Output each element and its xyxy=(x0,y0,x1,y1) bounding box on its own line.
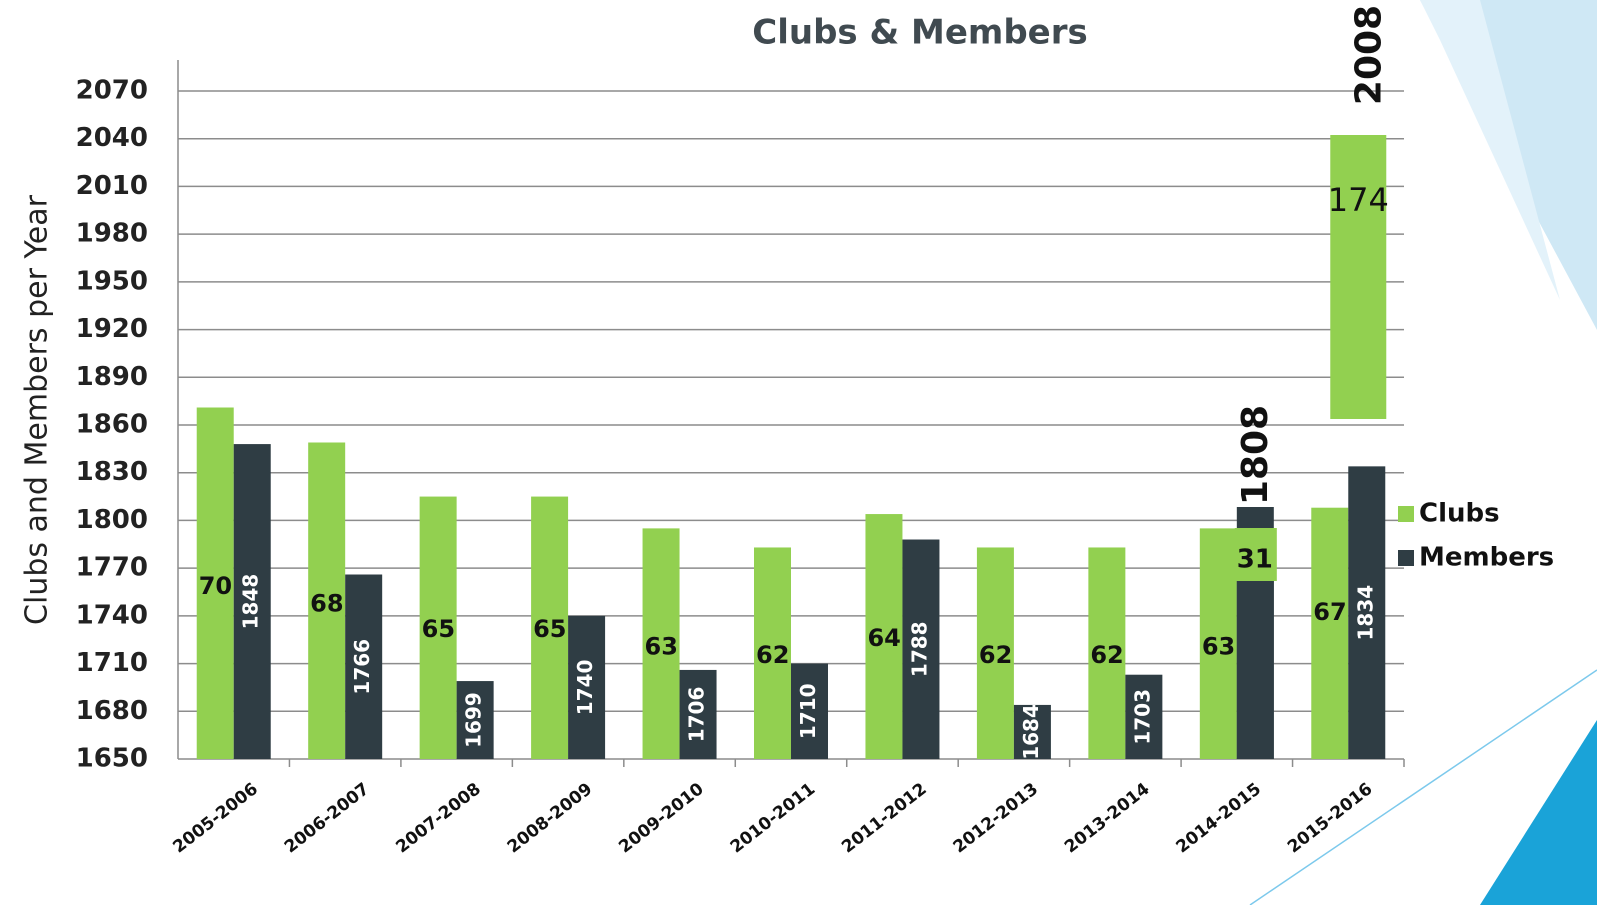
data-label: 1684 xyxy=(1019,704,1043,760)
data-label: 1699 xyxy=(462,692,486,748)
y-tick-label: 1890 xyxy=(76,362,148,392)
y-tick-label: 1650 xyxy=(76,744,148,774)
y-axis-title: Clubs and Members per Year xyxy=(20,194,55,625)
y-tick-label: 1980 xyxy=(76,219,148,249)
data-label: 63 xyxy=(645,632,678,660)
y-tick-label: 1920 xyxy=(76,314,148,344)
y-tick-label: 1950 xyxy=(76,266,148,296)
data-label: 64 xyxy=(867,624,900,652)
x-tick-label: 2010-2011 xyxy=(727,779,819,857)
y-tick-label: 2010 xyxy=(76,171,148,201)
annotation: 2008 xyxy=(1348,5,1389,105)
y-tick-label: 1770 xyxy=(76,553,148,583)
bar xyxy=(1311,508,1348,759)
y-tick-label: 1710 xyxy=(76,648,148,678)
data-label: 62 xyxy=(756,641,789,669)
data-label: 70 xyxy=(199,572,232,600)
y-tick-label: 2070 xyxy=(76,76,148,106)
x-tick-label: 2013-2014 xyxy=(1061,779,1154,857)
x-tick-label: 2006-2007 xyxy=(281,779,373,857)
data-label: 67 xyxy=(1313,598,1346,626)
data-label: 1766 xyxy=(350,639,374,695)
x-tick-label: 2011-2012 xyxy=(838,779,930,857)
data-label: 62 xyxy=(1090,641,1123,669)
y-tick-label: 1800 xyxy=(76,505,148,535)
decoration xyxy=(1480,720,1597,905)
y-tick-label: 1860 xyxy=(76,410,148,440)
y-tick-label: 1740 xyxy=(76,600,148,630)
legend-label: Members xyxy=(1419,543,1554,573)
data-label: 63 xyxy=(1202,632,1235,660)
y-tick-label: 1680 xyxy=(76,696,148,726)
x-tick-label: 2015-2016 xyxy=(1284,779,1376,857)
x-tick-label: 2014-2015 xyxy=(1173,779,1265,857)
data-label: 62 xyxy=(979,641,1012,669)
slide: Clubs & Members Clubs and Members per Ye… xyxy=(0,0,1597,905)
data-label: 1710 xyxy=(796,683,820,739)
data-label: 1703 xyxy=(1130,689,1154,745)
data-label: 1740 xyxy=(573,660,597,716)
annotation: 174 xyxy=(1328,181,1389,219)
data-label: 1788 xyxy=(907,621,931,677)
legend-swatch xyxy=(1398,550,1414,566)
data-label: 65 xyxy=(533,615,566,643)
x-tick-label: 2005-2006 xyxy=(169,779,261,857)
x-tick-label: 2008-2009 xyxy=(504,779,596,857)
x-tick-label: 2007-2008 xyxy=(392,779,484,857)
data-label: 65 xyxy=(422,615,455,643)
x-tick-label: 2009-2010 xyxy=(615,779,708,857)
y-tick-label: 2040 xyxy=(76,123,148,153)
data-label: 1848 xyxy=(239,574,263,630)
annotation: 1808 xyxy=(1235,405,1276,505)
data-label: 1834 xyxy=(1353,585,1377,641)
legend-swatch xyxy=(1398,506,1414,522)
annotation: 31 xyxy=(1237,545,1273,575)
chart-subtitle: Clubs & Members xyxy=(752,13,1087,53)
x-tick-label: 2012-2013 xyxy=(950,779,1042,857)
data-label: 1706 xyxy=(685,687,709,743)
legend-label: Clubs xyxy=(1419,499,1500,529)
data-label: 68 xyxy=(310,589,343,617)
y-tick-label: 1830 xyxy=(76,457,148,487)
overlay-box xyxy=(1330,135,1386,419)
